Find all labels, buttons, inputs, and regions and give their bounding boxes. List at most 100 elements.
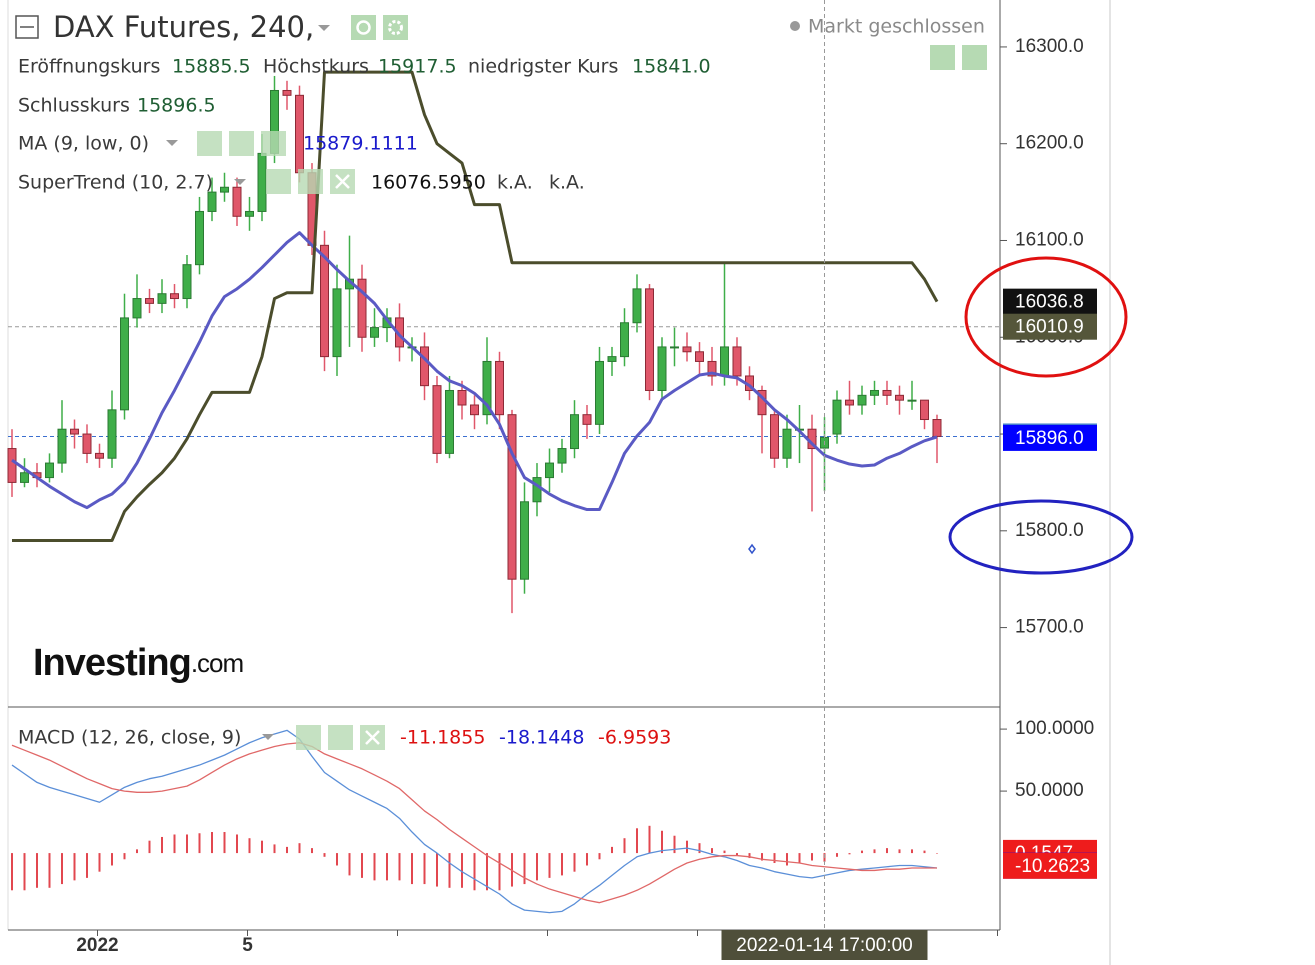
settings-icon[interactable] <box>383 15 408 40</box>
marker <box>748 543 756 555</box>
logo-suffix: .com <box>191 648 243 678</box>
candle-body <box>782 428 792 459</box>
histogram-bar <box>211 832 213 854</box>
histogram-bar <box>861 850 863 854</box>
candle-body <box>507 414 517 580</box>
histogram-bar <box>398 853 401 881</box>
histogram-bar <box>198 833 201 854</box>
logo: Investing.com <box>33 642 243 684</box>
red-circle <box>964 256 1128 378</box>
histogram-bar <box>361 853 363 878</box>
histogram-bar <box>436 853 438 887</box>
candle-body <box>7 448 17 483</box>
histogram-bar <box>661 830 663 854</box>
histogram-bar <box>136 849 138 854</box>
histogram-bar <box>223 832 226 854</box>
remove-icon[interactable] <box>261 131 286 156</box>
candle-body <box>657 346 667 391</box>
histogram-bar <box>111 853 113 866</box>
dropdown-icon[interactable] <box>234 179 246 185</box>
histogram-bar <box>273 844 276 854</box>
settings-icon[interactable] <box>229 131 254 156</box>
histogram-bar <box>61 853 63 885</box>
histogram-bar <box>786 853 788 866</box>
histogram-bar <box>411 853 413 885</box>
series-line <box>11 742 937 904</box>
histogram-bar <box>73 853 76 881</box>
candle-body <box>157 293 167 304</box>
candle-body <box>207 191 217 212</box>
candle-body <box>420 346 429 387</box>
histogram-bar <box>11 853 13 891</box>
histogram-bar <box>923 850 926 854</box>
candle-body <box>682 346 692 353</box>
dropdown-icon[interactable] <box>318 25 330 31</box>
histogram-bar <box>761 853 763 861</box>
price-tag <box>1003 852 1097 879</box>
crosshair-label-bg <box>721 930 928 960</box>
dropdown-icon[interactable] <box>166 140 178 146</box>
histogram-bar <box>886 848 888 854</box>
scroll-down-icon[interactable] <box>930 45 955 70</box>
plot: 15700.015800.015900.016000.016100.016200… <box>7 0 1094 956</box>
dropdown-icon[interactable] <box>262 734 274 740</box>
histogram-bar <box>473 853 476 891</box>
histogram-bar <box>936 853 938 854</box>
candle-body <box>357 278 367 338</box>
price-tag-label: 16010.9 <box>1015 317 1084 338</box>
logo-brand: Investing <box>33 642 191 684</box>
histogram-bar <box>848 853 851 855</box>
ma-value: 15879.1111 <box>303 133 418 155</box>
candle-body <box>495 360 504 416</box>
settings-icon[interactable] <box>298 169 323 194</box>
scroll-up-icon[interactable] <box>962 45 987 70</box>
icon-glyph <box>335 174 350 189</box>
candle-body <box>445 389 454 454</box>
candle-body <box>182 264 192 300</box>
candle-body <box>895 394 904 401</box>
candle-body <box>845 399 854 406</box>
ohlc-value: 15896.5 <box>137 95 216 117</box>
candle-body <box>695 351 704 362</box>
visibility-icon[interactable] <box>351 15 376 40</box>
candle-body <box>720 346 729 377</box>
histogram-bar <box>723 850 726 854</box>
histogram-bar <box>836 853 838 857</box>
candle-body <box>320 244 329 358</box>
ohlc-label: Eröffnungskurs <box>18 56 160 78</box>
histogram-bar <box>548 853 551 878</box>
histogram-bar <box>348 853 351 876</box>
settings-icon[interactable] <box>328 725 353 750</box>
histogram-bar <box>523 853 526 885</box>
histogram-bar <box>261 840 263 854</box>
candle-body <box>145 298 154 304</box>
histogram-bar <box>911 849 913 854</box>
visibility-icon[interactable] <box>296 725 321 750</box>
visibility-icon[interactable] <box>266 169 291 194</box>
candle-body <box>857 394 867 406</box>
candle-body <box>432 385 442 454</box>
candle-body <box>607 356 617 362</box>
histogram-bar <box>586 853 588 866</box>
candle-body <box>532 477 542 503</box>
histogram-bar <box>598 853 601 860</box>
y-tick-label: 16300.0 <box>1015 36 1084 57</box>
candle-body <box>282 89 292 96</box>
ohlc-label: Höchstkurs <box>263 56 369 78</box>
collapse-icon[interactable] <box>15 15 39 39</box>
visibility-icon[interactable] <box>197 131 222 156</box>
candle-body <box>457 389 467 406</box>
candle-body <box>707 360 717 377</box>
histogram-bar <box>811 853 813 861</box>
y-tick-label: 16100.0 <box>1015 229 1084 250</box>
macd-value: -6.9593 <box>598 727 671 749</box>
candle-body <box>632 288 642 324</box>
candle-body <box>95 452 104 459</box>
annotations <box>948 256 1134 575</box>
crosshair-label: 2022-01-14 17:00:00 <box>736 935 912 956</box>
market-status: Markt geschlossen <box>808 16 985 38</box>
icon-glyph <box>388 20 403 35</box>
ohlc-value: 15841.0 <box>632 56 711 78</box>
